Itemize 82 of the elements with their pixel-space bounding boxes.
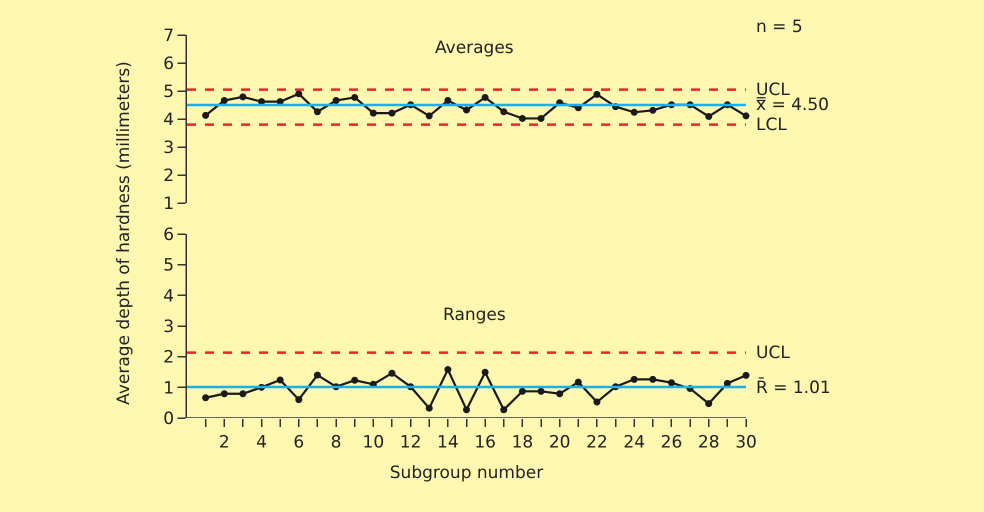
point [351,94,358,101]
y-tick-label: 4 [163,110,174,130]
chart-title: Averages [435,38,514,58]
point [500,406,508,414]
y-tick-label: 6 [163,224,174,245]
point [556,390,564,398]
point [593,90,600,98]
point [332,97,340,104]
y-tick-label: 4 [163,286,174,306]
point [388,110,396,117]
y-tick-label: 1 [163,378,174,398]
point [295,396,302,404]
x-tick-label: 26 [660,432,682,452]
point [482,368,489,376]
y-tick-label: 3 [163,316,174,337]
point [518,114,526,122]
point [705,400,712,408]
point [742,372,750,379]
point [518,388,526,395]
x-tick-label: 2 [218,432,230,452]
x-tick-label: 10 [362,432,384,452]
point [202,112,210,119]
point [668,379,675,386]
point [239,93,246,100]
point [500,108,508,116]
x-tick-label: 20 [548,432,570,452]
x-tick-label: 8 [330,432,342,452]
y-tick-label: 2 [163,166,174,186]
y-axis-title: Average depth of hardness (millimeters) [114,61,134,405]
y-tick-label: 6 [163,54,174,74]
point [463,406,470,414]
point [220,390,228,398]
y-tick-label: 3 [163,138,174,158]
point [239,390,246,398]
point [705,112,712,120]
point [649,376,656,383]
ref-line-label: UCL [756,343,790,363]
x-tick-label: 6 [293,432,304,452]
x-tick-label: 14 [437,432,459,452]
point [574,378,582,386]
y-tick-label: 7 [163,26,174,46]
x-tick-label: 12 [400,432,422,452]
y-tick-label: 1 [163,194,174,214]
text: Ranges [443,305,506,325]
point [742,112,750,120]
point [630,108,638,116]
ref-line-label: R̄ = 1.01 [756,377,831,398]
point [444,366,452,374]
point [630,376,638,383]
x-tick-label: 28 [698,432,720,452]
x-tick-label: 18 [512,432,534,452]
point [426,112,433,120]
point [538,114,545,122]
point [482,94,489,101]
point [724,380,731,387]
y-tick-label: 5 [163,82,174,102]
text: n = 5 [756,17,803,37]
point [351,376,358,384]
point [295,90,302,98]
x-tick-label: 16 [474,432,496,452]
point [463,106,470,114]
point [426,404,433,412]
point [649,106,656,114]
x-tick-label: 4 [256,432,267,452]
point [314,372,321,379]
point [220,97,228,104]
x-tick-label: 22 [586,432,608,452]
point [370,110,377,117]
ref-line-label: LCL [756,115,788,135]
point [388,370,396,377]
point [593,398,600,406]
y-tick-label: 2 [163,348,174,368]
point [444,97,452,104]
x-tick-label: 30 [735,432,757,452]
point [314,108,321,116]
point [276,376,284,384]
point [202,394,210,402]
y-tick-label: 0 [163,408,174,429]
y-tick-label: 5 [163,256,174,276]
point [538,388,545,395]
x-axis-title: Subgroup number [390,462,544,483]
x-tick-label: 24 [623,432,646,452]
